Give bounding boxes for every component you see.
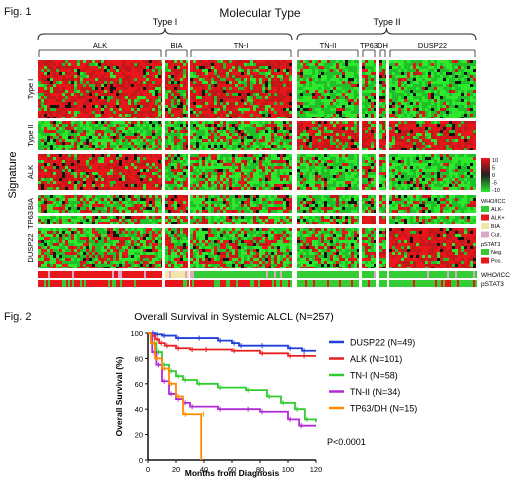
p-value-annotation: P<0.0001 [327, 437, 366, 447]
survival-curve [148, 332, 203, 460]
x-tick-label: 0 [146, 465, 150, 474]
legend-swatch [481, 231, 489, 238]
group-label: Type II [373, 17, 400, 27]
legend-label: TN-I (N=58) [350, 371, 398, 381]
legend-label: Cut. [491, 233, 502, 239]
column-label: DH [377, 41, 388, 50]
survival-chart: Overall Survival in Systemic ALCL (N=257… [114, 311, 417, 478]
y-tick-label: 20 [135, 431, 143, 440]
heatmap-title: Molecular Type [219, 6, 301, 20]
legend-title: pSTAT3 [481, 242, 500, 248]
x-tick-label: 40 [200, 465, 208, 474]
column-label: ALK [93, 41, 107, 50]
column-label: DUSP22 [418, 41, 447, 50]
legend-swatch [481, 214, 489, 221]
color-scale-tick: 0 [492, 173, 495, 179]
survival-curve [148, 332, 317, 422]
legend-label: TN-II (N=34) [350, 387, 400, 397]
column-label: TP63 [360, 41, 378, 50]
survival-curve [148, 332, 316, 352]
legend-label: ALK- [491, 207, 503, 213]
survival-curve [148, 332, 316, 427]
y-axis-label: Overall Survival (%) [114, 356, 124, 436]
annotation-row-label: pSTAT3 [481, 281, 504, 288]
legend-label: ALK+ [491, 216, 505, 222]
legend-title: WHO/ICC [481, 199, 505, 205]
legend-label: TP63/DH (N=15) [350, 404, 417, 414]
color-scale-tick: -5 [492, 181, 497, 187]
color-scale-bar [481, 158, 490, 192]
x-tick-label: 20 [172, 465, 180, 474]
legend-swatch [481, 257, 489, 264]
color-scale-tick: 5 [492, 166, 495, 172]
legend-label: BIA [491, 224, 500, 230]
color-scale-tick: -10 [492, 188, 500, 194]
row-label: ALK [26, 165, 35, 179]
column-label: TN-II [320, 41, 337, 50]
row-label: BIA [26, 198, 35, 210]
chart-title: Overall Survival in Systemic ALCL (N=257… [134, 311, 333, 323]
legend-swatch [481, 206, 489, 212]
y-tick-label: 100 [130, 329, 143, 338]
type-ii-bracket [296, 27, 477, 41]
row-label: DUSP22 [26, 233, 35, 262]
column-label: TN-I [234, 41, 249, 50]
column-label: BIA [170, 41, 182, 50]
row-label: TP63 [26, 211, 35, 229]
survival-curve [148, 332, 316, 357]
fig2-label: Fig. 2 [4, 311, 32, 323]
legend-label: Neg. [491, 250, 503, 256]
legend-label: Pos. [491, 259, 502, 265]
legend-label: DUSP22 (N=49) [350, 338, 415, 348]
row-label: Type I [26, 79, 35, 99]
group-label: Type I [153, 17, 178, 27]
y-tick-label: 60 [135, 380, 143, 389]
x-tick-label: 120 [310, 465, 323, 474]
y-tick-label: 80 [135, 354, 143, 363]
annotation-row-label: WHO/ICC [481, 272, 510, 279]
fig1-label: Fig. 1 [4, 6, 32, 18]
color-scale-tick: 10 [492, 158, 498, 164]
row-label: Type II [26, 124, 35, 147]
y-axis-label: Signature [7, 151, 19, 198]
x-tick-label: 100 [282, 465, 295, 474]
x-axis-label: Months from Diagnosis [185, 468, 280, 478]
x-tick-label: 60 [228, 465, 236, 474]
legend-label: ALK (N=101) [350, 354, 402, 364]
legend-swatch [481, 223, 489, 229]
x-tick-label: 80 [256, 465, 264, 474]
y-tick-label: 0 [139, 456, 143, 465]
type-i-bracket [37, 27, 293, 41]
y-tick-label: 40 [135, 405, 143, 414]
legend-swatch [481, 249, 489, 255]
